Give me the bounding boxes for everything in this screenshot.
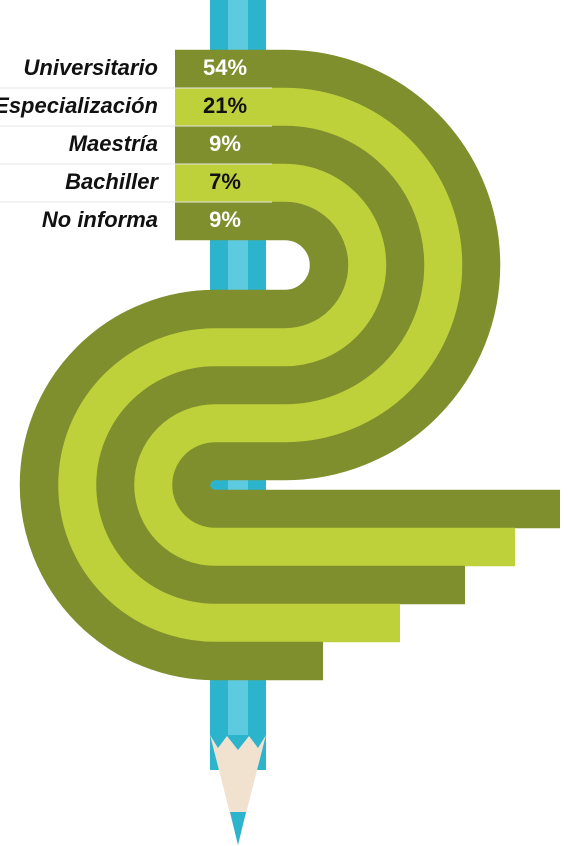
- category-label: No informa: [42, 207, 158, 232]
- category-label: Especialización: [0, 93, 158, 118]
- pencil-edge: [210, 735, 266, 750]
- value-label: 54%: [203, 55, 247, 80]
- value-label: 7%: [209, 169, 241, 194]
- category-label: Bachiller: [65, 169, 159, 194]
- band: [133, 87, 515, 567]
- pencil-tip: [230, 812, 246, 845]
- band: [57, 163, 400, 643]
- band: [95, 125, 465, 605]
- spiral: [19, 49, 560, 681]
- band: [171, 49, 560, 529]
- labels: Universitario 54% Especialización 21% Maestr…: [0, 55, 272, 232]
- band: [19, 201, 349, 681]
- category-label: Maestría: [69, 131, 158, 156]
- value-label: 9%: [209, 207, 241, 232]
- category-label: Universitario: [24, 55, 159, 80]
- value-label: 21%: [203, 93, 247, 118]
- value-label: 9%: [209, 131, 241, 156]
- pencil-wood: [210, 735, 266, 845]
